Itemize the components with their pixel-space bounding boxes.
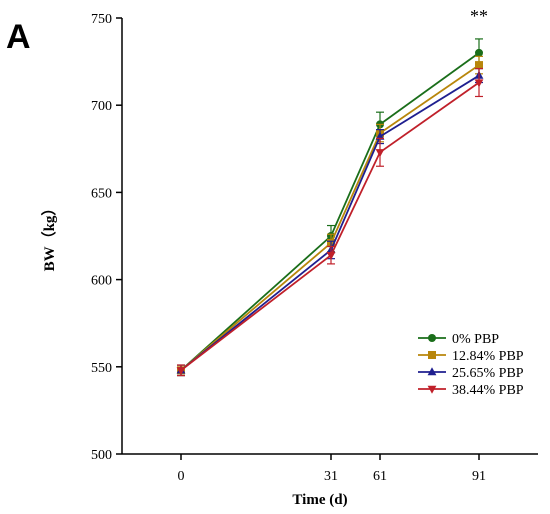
series-line bbox=[180, 74, 480, 371]
legend-marker bbox=[427, 367, 437, 376]
y-tick-label: 700 bbox=[91, 99, 112, 114]
series-line bbox=[180, 64, 480, 371]
data-point bbox=[375, 149, 385, 158]
panel-label: A bbox=[6, 18, 31, 56]
x-tick-label: 31 bbox=[324, 469, 338, 484]
legend-label: 25.65% PBP bbox=[452, 366, 524, 381]
annotation-layer: ** bbox=[470, 6, 488, 26]
y-tick-label: 550 bbox=[91, 361, 112, 376]
series-3 bbox=[176, 67, 484, 377]
legend-item: 38.44% PBP bbox=[418, 383, 524, 398]
y-tick-label: 500 bbox=[91, 448, 112, 463]
x-tick-label: 61 bbox=[373, 469, 387, 484]
x-axis-title: Time (d) bbox=[292, 492, 347, 508]
legend-item: 0% PBP bbox=[418, 332, 499, 347]
series-2 bbox=[176, 67, 484, 377]
y-tick-label: 600 bbox=[91, 274, 112, 289]
significance-annotation: ** bbox=[470, 6, 488, 26]
legend-item: 25.65% PBP bbox=[418, 366, 524, 381]
series-line bbox=[180, 52, 480, 371]
legend-marker bbox=[428, 334, 436, 342]
series-1 bbox=[177, 55, 483, 377]
y-tick-label: 650 bbox=[91, 186, 112, 201]
legend: 0% PBP 12.84% PBP 25.65% PBP 38.44% PBP bbox=[418, 332, 524, 398]
series-line bbox=[180, 81, 480, 372]
data-point bbox=[475, 48, 483, 57]
legend-marker bbox=[428, 351, 436, 359]
legend-label: 12.84% PBP bbox=[452, 349, 524, 364]
x-tick-label: 0 bbox=[178, 469, 185, 484]
data-point bbox=[474, 79, 484, 88]
y-axis-title: BW（kg） bbox=[40, 201, 58, 272]
data-point bbox=[326, 251, 336, 260]
data-point bbox=[176, 367, 186, 376]
legend-item: 12.84% PBP bbox=[418, 349, 524, 364]
series-layer bbox=[176, 38, 484, 377]
x-tick-label: 91 bbox=[472, 469, 486, 484]
axes: 500 550 600 650 700 750 0 31 61 91 Time (d) BW（kg） bbox=[40, 12, 538, 508]
legend-label: 0% PBP bbox=[452, 332, 499, 347]
series-0 bbox=[177, 38, 483, 377]
data-point bbox=[475, 61, 483, 70]
y-tick-label: 750 bbox=[91, 12, 112, 27]
legend-label: 38.44% PBP bbox=[452, 383, 524, 398]
legend-marker bbox=[427, 385, 437, 394]
